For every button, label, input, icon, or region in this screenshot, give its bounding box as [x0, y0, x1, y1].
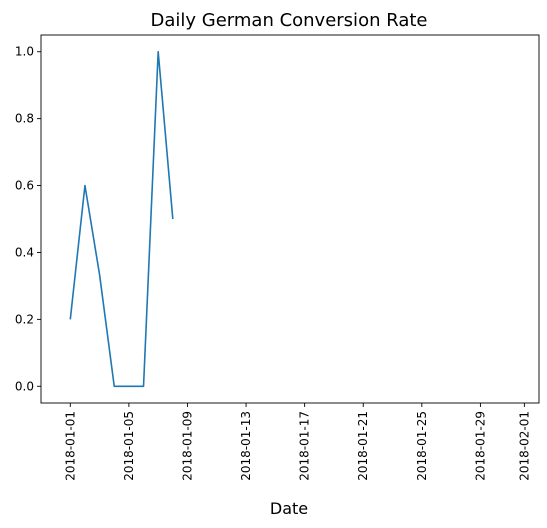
- x-tick-label: 2018-01-09: [180, 411, 194, 481]
- y-tick-label: 0.2: [15, 312, 34, 326]
- plot-area: 0.0 0.2 0.4 0.6 0.8 1.0 2018-01-01 2018-01-05 20…: [15, 34, 540, 481]
- x-axis-label: Date: [270, 499, 308, 518]
- x-tick-label: 2018-01-25: [415, 411, 429, 481]
- x-tick-label: 2018-01-21: [356, 411, 370, 481]
- y-tick-label: 0.4: [15, 245, 34, 259]
- y-tick-label: 1.0: [15, 45, 34, 59]
- x-tick-label: 2018-01-01: [63, 411, 77, 481]
- y-tick-label: 0.0: [15, 379, 34, 393]
- x-tick-label: 2018-01-13: [239, 411, 253, 481]
- y-tick-label: 0.6: [15, 179, 34, 193]
- x-tick-label: 2018-01-29: [473, 411, 487, 481]
- y-tick-label: 0.8: [15, 112, 34, 126]
- chart-title: Daily German Conversion Rate: [151, 10, 428, 31]
- x-tick-label: 2018-01-17: [298, 411, 312, 481]
- x-tick-label: 2018-01-05: [122, 411, 136, 481]
- plot-frame: [40, 34, 540, 404]
- series-line: [69, 50, 174, 388]
- x-tick-label: 2018-02-01: [517, 411, 531, 481]
